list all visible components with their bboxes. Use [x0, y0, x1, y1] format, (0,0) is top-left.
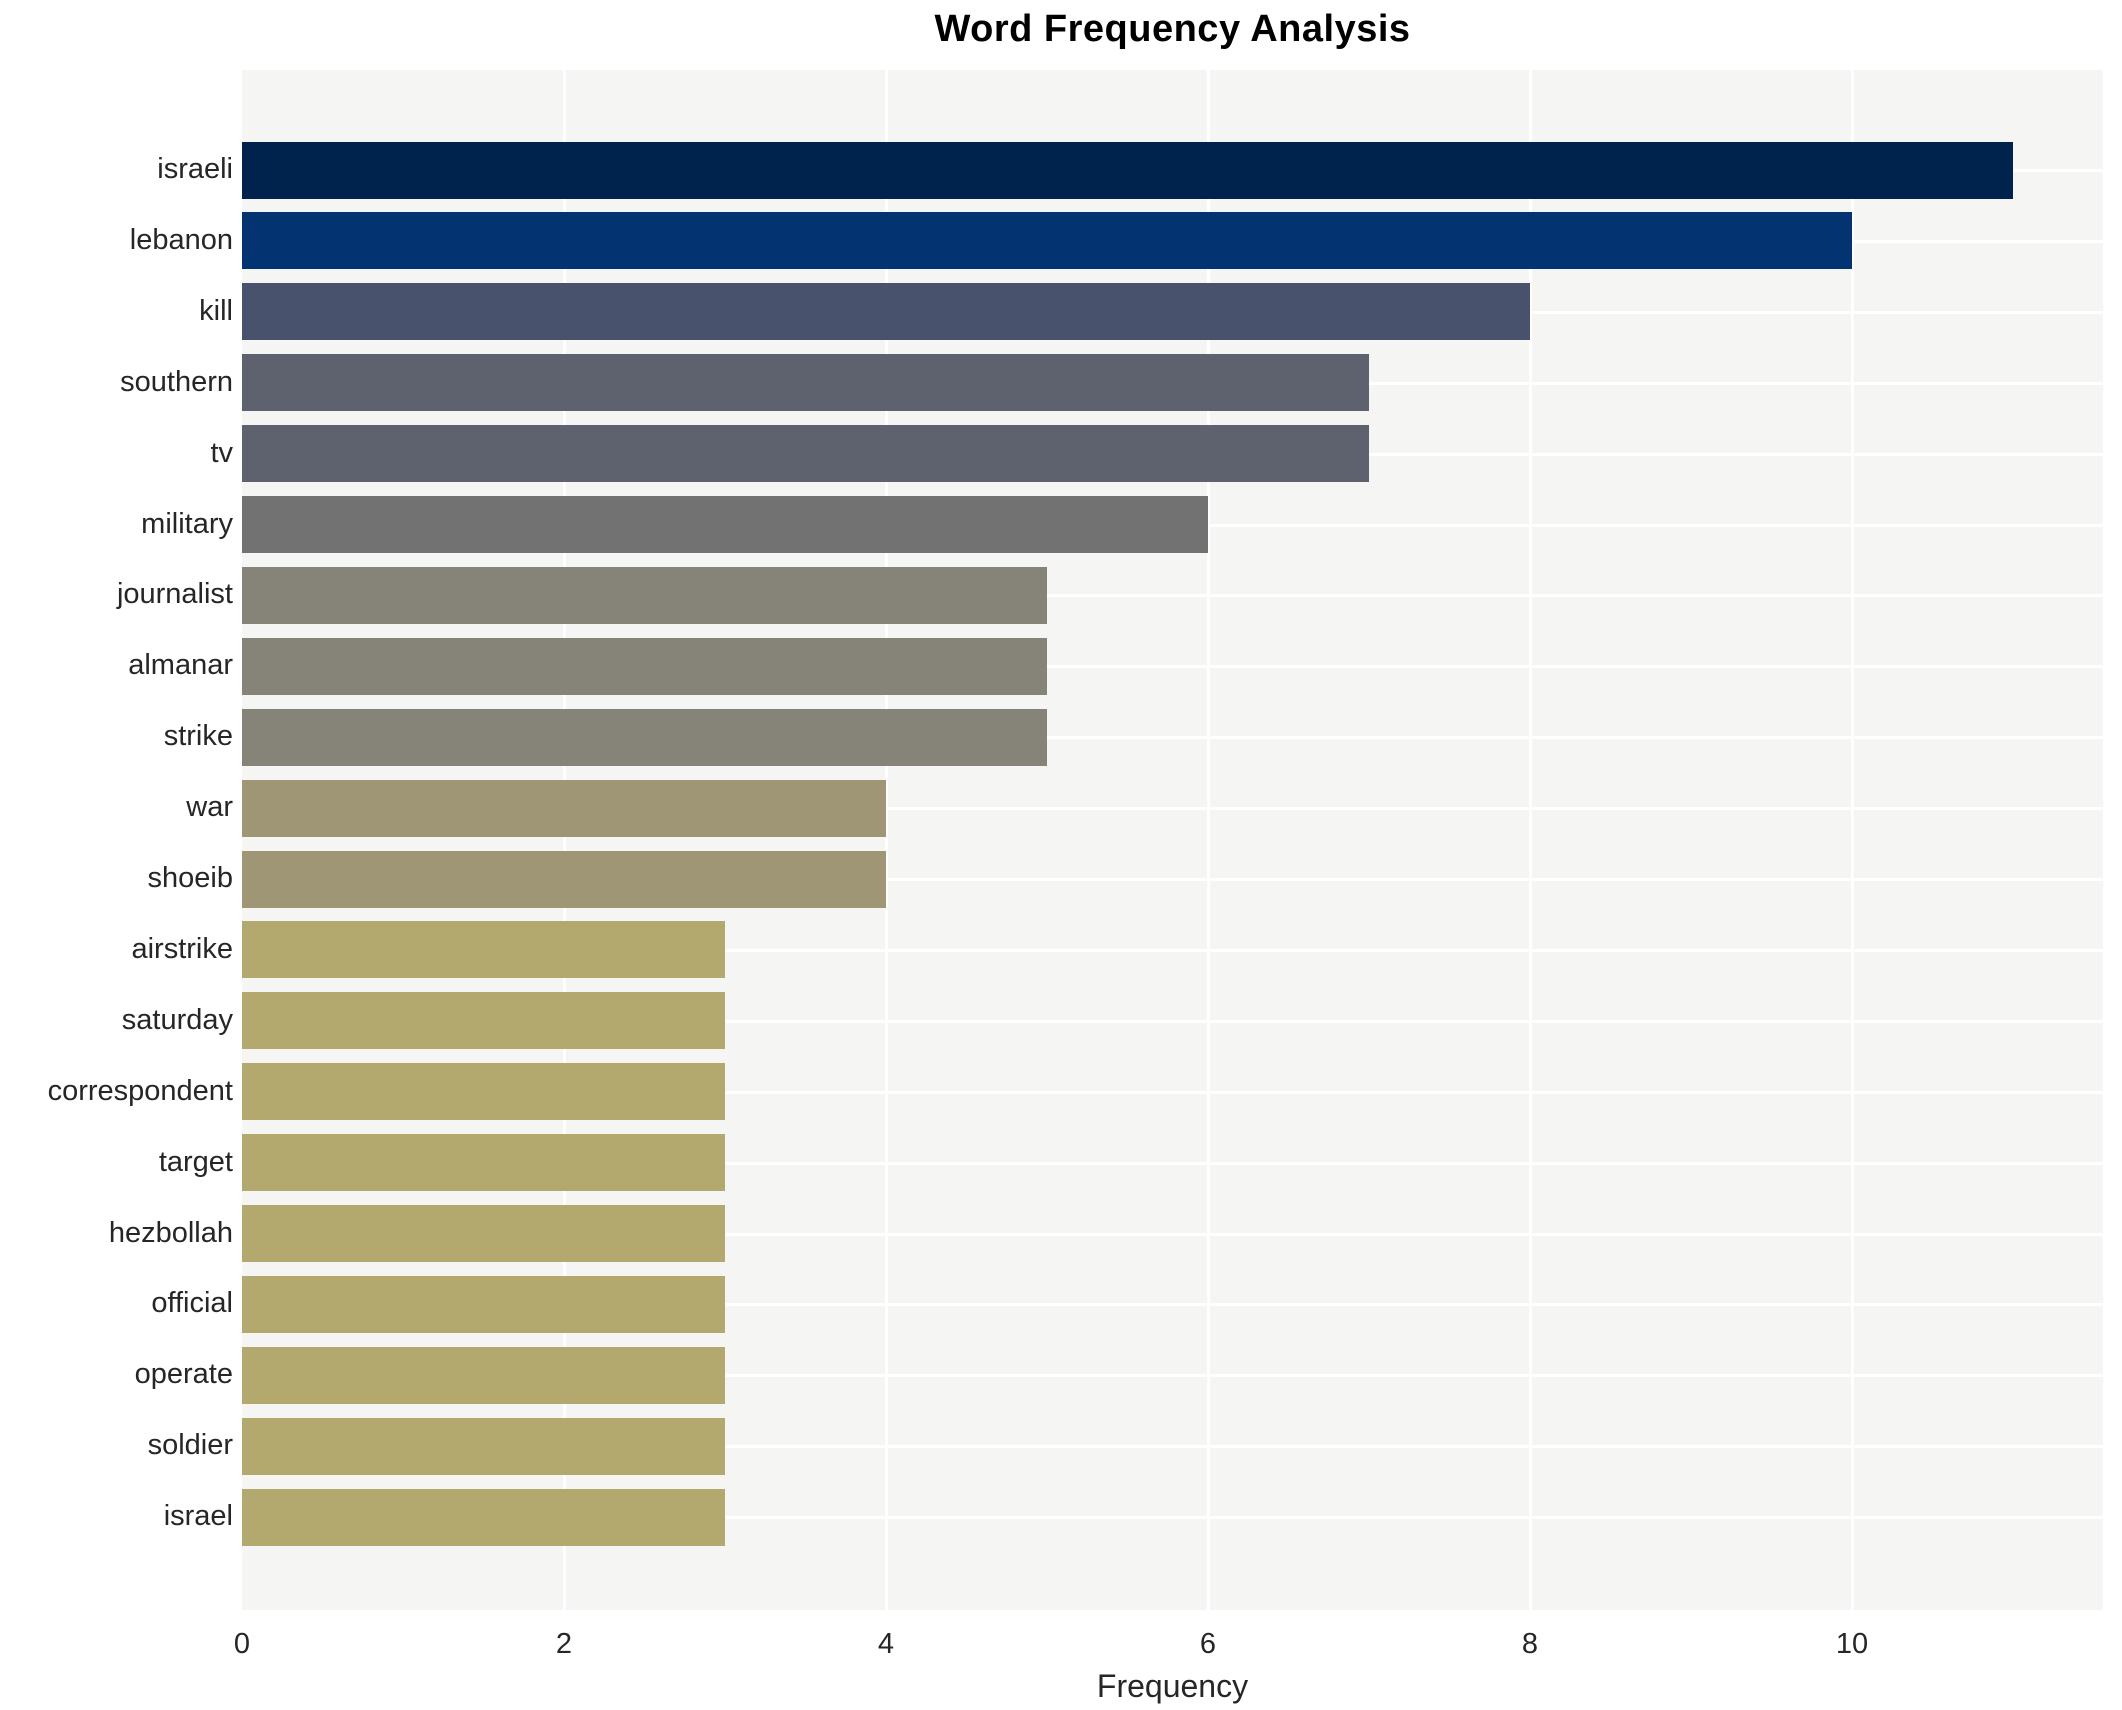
y-tick-label-war: war — [186, 791, 233, 824]
y-tick-label-journalist: journalist — [116, 578, 233, 611]
y-gridline-almanar — [242, 665, 2103, 669]
y-gridline-war — [242, 807, 2103, 811]
bar-soldier — [242, 1417, 725, 1475]
chart-title: Word Frequency Analysis — [934, 8, 1411, 50]
bar-operate — [242, 1346, 725, 1404]
x-axis-title: Frequency — [1096, 1668, 1249, 1704]
x-gridline-4 — [885, 70, 888, 1610]
y-tick-label-israeli: israeli — [157, 153, 233, 185]
y-gridline-saturday — [242, 1019, 2103, 1023]
y-tick-label-hezbollah: hezbollah — [108, 1216, 233, 1249]
x-gridline-8 — [1529, 70, 1532, 1610]
y-gridline-journalist — [242, 594, 2103, 598]
bar-official — [242, 1275, 725, 1333]
bar-southern — [242, 354, 1369, 412]
y-gridline-official — [242, 1303, 2103, 1307]
x-gridline-10 — [1851, 70, 1854, 1610]
x-tick-label-8: 8 — [1521, 1628, 1539, 1660]
y-gridline-correspondent — [242, 1090, 2103, 1094]
bar-target — [242, 1134, 725, 1192]
y-gridline-soldier — [242, 1445, 2103, 1449]
bar-correspondent — [242, 1063, 725, 1121]
y-gridline-shoeib — [242, 878, 2103, 881]
y-tick-label-tv: tv — [210, 436, 233, 469]
y-tick-label-correspondent: correspondent — [47, 1074, 233, 1107]
bar-strike — [242, 708, 1047, 766]
y-tick-label-target: target — [158, 1145, 233, 1178]
y-tick-label-kill: kill — [199, 294, 233, 327]
y-gridline-airstrike — [242, 948, 2103, 952]
bar-shoeib — [242, 850, 886, 908]
bar-military — [242, 496, 1208, 553]
x-gridline-2 — [563, 70, 566, 1610]
plot-area — [242, 70, 2103, 1610]
x-gridline-6 — [1207, 70, 1210, 1610]
y-gridline-strike — [242, 736, 2103, 740]
y-tick-label-lebanon: lebanon — [129, 223, 233, 256]
bar-hezbollah — [242, 1205, 725, 1262]
y-tick-label-saturday: saturday — [121, 1003, 233, 1036]
y-tick-label-military: military — [141, 507, 233, 540]
y-gridline-operate — [242, 1374, 2103, 1378]
bar-journalist — [242, 566, 1047, 624]
y-tick-label-strike: strike — [163, 720, 233, 753]
bar-kill — [242, 283, 1530, 341]
y-tick-label-operate: operate — [134, 1358, 233, 1391]
x-tick-label-4: 4 — [877, 1628, 895, 1660]
bar-lebanon — [242, 212, 1852, 270]
x-tick-label-0: 0 — [233, 1628, 251, 1660]
bar-israel — [242, 1488, 725, 1546]
x-tick-label-6: 6 — [1199, 1628, 1217, 1660]
bar-almanar — [242, 637, 1047, 695]
bar-israeli — [242, 141, 2013, 199]
y-gridline-hezbollah — [242, 1232, 2103, 1236]
bar-saturday — [242, 992, 725, 1050]
x-tick-label-2: 2 — [555, 1628, 573, 1660]
y-tick-label-airstrike: airstrike — [131, 932, 233, 965]
bar-tv — [242, 425, 1369, 483]
y-tick-label-southern: southern — [120, 365, 233, 398]
bar-airstrike — [242, 921, 725, 979]
y-tick-label-almanar: almanar — [128, 649, 233, 682]
y-tick-label-shoeib: shoeib — [147, 862, 233, 894]
y-tick-label-soldier: soldier — [147, 1429, 233, 1462]
y-gridline-target — [242, 1161, 2103, 1165]
bar-war — [242, 779, 886, 837]
y-gridline-israel — [242, 1516, 2103, 1520]
y-tick-label-israel: israel — [163, 1500, 233, 1533]
x-tick-label-10: 10 — [1835, 1628, 1869, 1660]
y-tick-label-official: official — [151, 1287, 233, 1320]
